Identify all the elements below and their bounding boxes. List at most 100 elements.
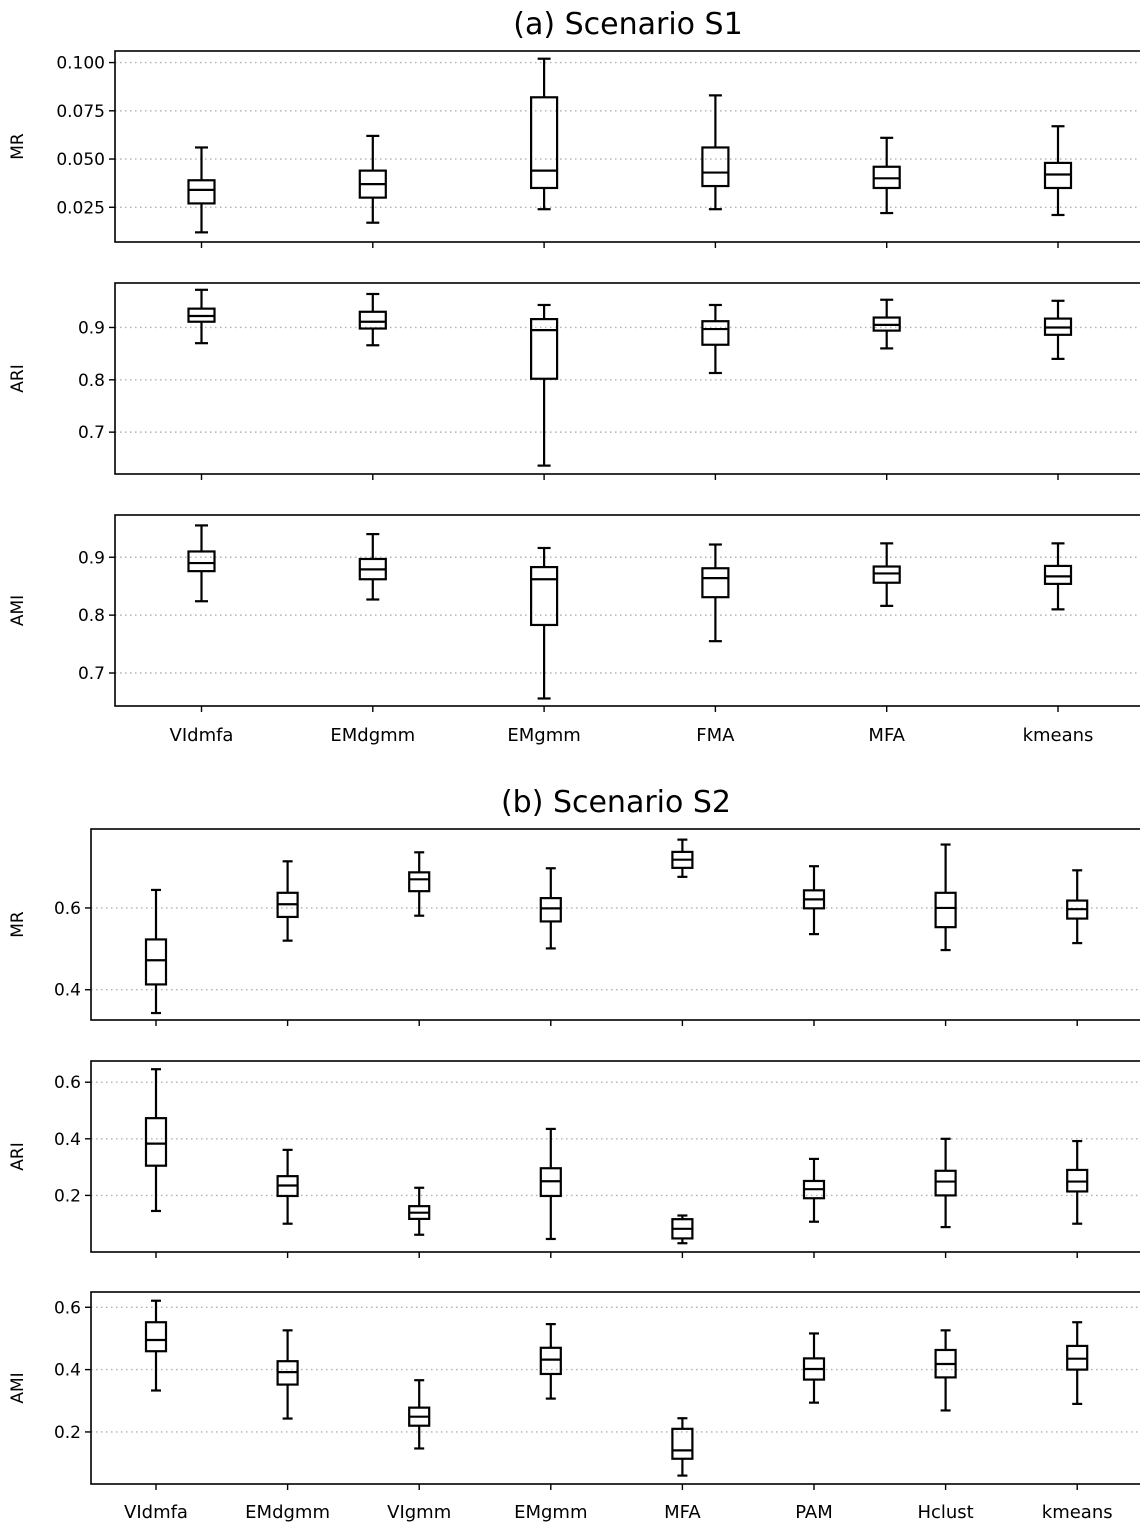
box-emdgmm: [358, 532, 387, 601]
iqr-box: [1043, 564, 1073, 585]
box-kmeans: [1066, 1321, 1089, 1405]
section-scenario-s2: (b) Scenario S2 0.4 0.6 MR 0.2 0.4 0.6 ARI 0.…: [8, 785, 1140, 1523]
iqr-box: [701, 567, 730, 599]
x-tick-label: MFA: [868, 725, 905, 746]
box-mfa: [671, 1214, 694, 1245]
box-mfa: [671, 1417, 694, 1477]
y-tick-label: 0.6: [54, 1298, 81, 1318]
box-fma: [701, 303, 730, 375]
box-hclust: [934, 1137, 957, 1229]
iqr-box: [539, 897, 562, 923]
x-tick-label: EMdgmm: [330, 725, 415, 746]
box-emgmm: [529, 303, 559, 467]
box-vigmm: [408, 851, 431, 917]
x-tick-label: Hclust: [917, 1502, 973, 1523]
box-vigmm: [408, 1379, 431, 1450]
x-tick-label: VIdmfa: [170, 725, 234, 746]
iqr-box: [934, 891, 957, 929]
panel-s1-mr: 0.025 0.050 0.075 0.100 MR: [8, 50, 1140, 248]
x-tick-label: VIgmm: [387, 1502, 451, 1523]
axes-frame: [114, 514, 1140, 707]
box-mfa: [872, 136, 901, 215]
iqr-box: [701, 320, 730, 346]
x-tick-label: FMA: [696, 725, 735, 746]
box-mfa: [671, 838, 694, 878]
x-tick-label: kmeans: [1042, 1502, 1113, 1523]
x-tick-labels-s1: VIdmfa EMdgmm EMgmm FMA MFA kmeans: [170, 725, 1094, 746]
box-mfa: [872, 542, 901, 607]
y-axis-label: AMI: [8, 595, 28, 626]
x-tick-label: kmeans: [1023, 725, 1094, 746]
panel-s2-ari: 0.2 0.4 0.6 ARI: [8, 1060, 1140, 1258]
y-axis-label: MR: [8, 911, 28, 938]
y-tick-label: 0.4: [54, 1361, 81, 1381]
y-axis-label: AMI: [8, 1372, 28, 1403]
box-kmeans: [1066, 1139, 1089, 1225]
y-tick-label: 0.9: [78, 318, 105, 338]
y-tick-label: 0.4: [54, 1130, 81, 1150]
iqr-box: [872, 565, 901, 584]
y-tick-label: 0.100: [56, 54, 105, 74]
section-title: (b) Scenario S2: [501, 785, 731, 820]
section-scenario-s1: (a) Scenario S1 0.025 0.050 0.075 0.100 MR 0…: [8, 7, 1140, 746]
x-tick-label: VIdmfa: [124, 1502, 188, 1523]
y-tick-label: 0.8: [78, 606, 105, 626]
box-vidmfa: [187, 524, 216, 603]
y-tick-label: 0.075: [56, 102, 105, 122]
box-emgmm: [539, 867, 562, 950]
box-emdgmm: [276, 860, 299, 942]
iqr-box: [671, 1427, 694, 1460]
box-pam: [802, 1157, 826, 1223]
x-tick-label: PAM: [795, 1502, 833, 1523]
y-tick-label: 0.9: [78, 548, 105, 568]
box-kmeans: [1066, 869, 1089, 945]
y-axis-label: ARI: [8, 1142, 28, 1170]
box-pam: [802, 1332, 826, 1404]
y-tick-label: 0.025: [56, 198, 105, 218]
iqr-box: [529, 318, 559, 380]
box-kmeans: [1043, 125, 1073, 217]
box-vigmm: [408, 1186, 431, 1236]
box-vidmfa: [144, 1299, 168, 1392]
iqr-box: [529, 96, 559, 190]
box-vidmfa: [144, 1068, 168, 1213]
y-tick-label: 0.6: [54, 1073, 81, 1093]
y-tick-label: 0.2: [54, 1186, 81, 1206]
y-tick-label: 0.6: [54, 899, 81, 919]
panel-s2-mr: 0.4 0.6 MR: [8, 828, 1140, 1026]
box-fma: [701, 543, 730, 643]
box-emgmm: [529, 57, 559, 211]
y-tick-label: 0.7: [78, 664, 105, 684]
box-hclust: [934, 1329, 957, 1412]
box-emdgmm: [358, 292, 387, 347]
iqr-box: [408, 871, 431, 893]
x-tick-labels-s2: VIdmfa EMdgmm VIgmm EMgmm MFA PAM Hclust kmeans: [124, 1502, 1113, 1523]
y-tick-label: 0.8: [78, 371, 105, 391]
iqr-box: [529, 565, 559, 627]
box-vidmfa: [187, 146, 216, 234]
iqr-box: [934, 1169, 957, 1197]
box-vidmfa: [144, 888, 168, 1015]
box-emdgmm: [276, 1148, 299, 1225]
y-tick-label: 0.2: [54, 1423, 81, 1443]
y-axis-label: MR: [8, 133, 28, 160]
box-emdgmm: [276, 1329, 299, 1420]
x-tick-label: EMgmm: [507, 725, 580, 746]
box-vidmfa: [187, 288, 216, 345]
box-pam: [802, 865, 826, 936]
panel-s1-ari: 0.7 0.8 0.9 ARI: [8, 282, 1140, 480]
panel-s2-ami: 0.2 0.4 0.6 AMI: [8, 1291, 1140, 1490]
x-tick-label: MFA: [664, 1502, 701, 1523]
box-kmeans: [1043, 299, 1073, 360]
axes-frame: [114, 50, 1140, 243]
box-emgmm: [529, 546, 559, 700]
x-tick-label: EMdgmm: [245, 1502, 330, 1523]
box-mfa: [872, 298, 901, 350]
box-fma: [701, 94, 730, 211]
axes-frame: [90, 1060, 1140, 1253]
y-tick-label: 0.7: [78, 423, 105, 443]
box-emgmm: [539, 1323, 562, 1400]
iqr-box: [144, 938, 168, 986]
axes-frame: [90, 828, 1140, 1021]
